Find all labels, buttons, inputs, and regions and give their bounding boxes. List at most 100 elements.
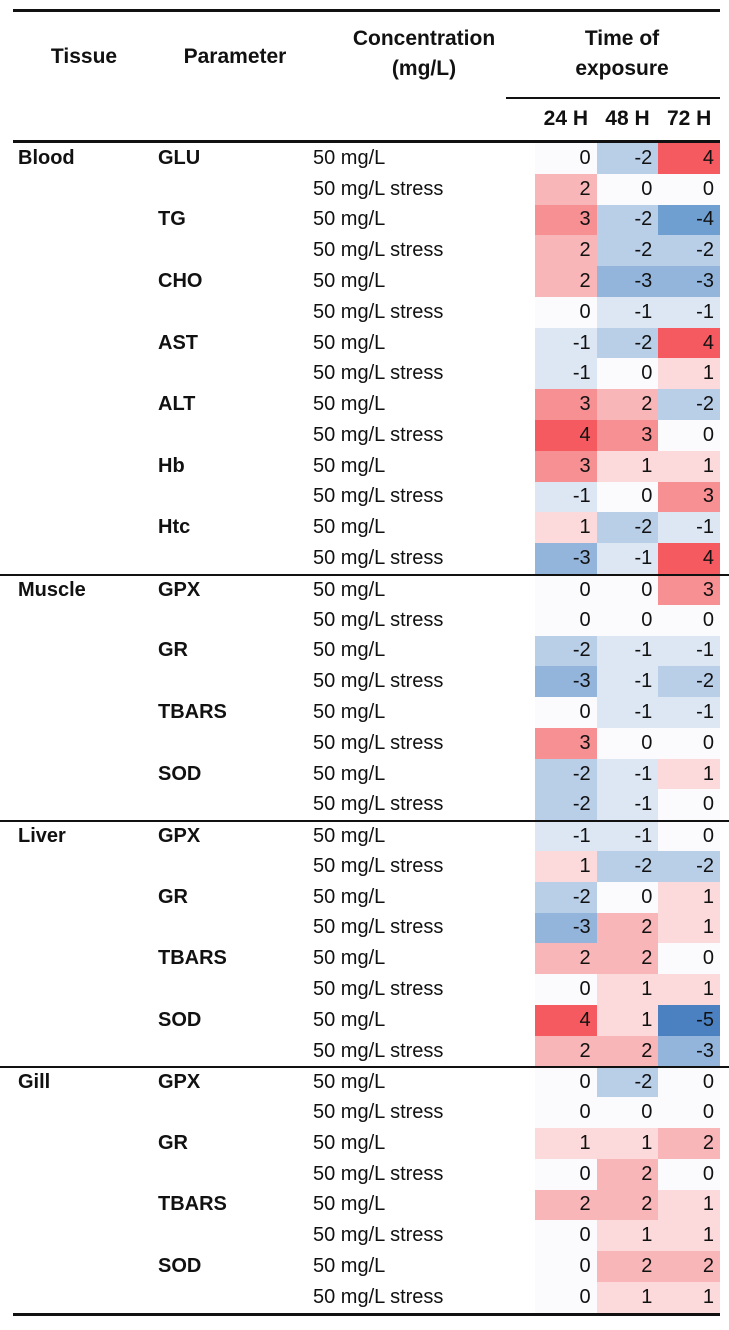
heatmap-cell: -2 — [596, 850, 659, 882]
table-row: 50 mg/L stress 0 0 0 — [0, 604, 729, 636]
heatmap-cell: -2 — [658, 850, 720, 882]
parameter-label: TBARS — [158, 700, 227, 723]
row-spacer — [720, 974, 729, 1005]
tissue-label — [0, 605, 158, 636]
row-spacer — [720, 297, 729, 328]
heatmap-cell: 4 — [658, 327, 720, 359]
heatmap-cell: -3 — [658, 266, 720, 297]
tissue-label — [0, 759, 158, 790]
heatmap-cell: 0 — [535, 143, 597, 174]
heatmap-cell: -2 — [596, 204, 659, 236]
heatmap-cell: 0 — [596, 358, 659, 390]
concentration-label: 50 mg/L stress — [313, 177, 444, 200]
tissue-label — [0, 328, 158, 359]
table-row: SOD 50 mg/L 4 1 -5 — [0, 1004, 729, 1036]
tissue-label — [0, 1097, 158, 1128]
row-spacer — [720, 1068, 729, 1097]
parameter-label: GR — [158, 639, 188, 662]
concentration-label: 50 mg/L stress — [313, 423, 444, 446]
row-spacer — [720, 1005, 729, 1036]
heatmap-cell: 3 — [658, 575, 720, 605]
parameter-label — [158, 974, 313, 1005]
concentration-label: 50 mg/L stress — [313, 1101, 444, 1124]
time-column-headers: 24 H 48 H 72 H — [535, 108, 720, 130]
tissue-label — [0, 1005, 158, 1036]
table-row: Hb 50 mg/L 3 1 1 — [0, 450, 729, 482]
concentration-label: 50 mg/L — [313, 947, 386, 970]
heatmap-cell: 1 — [596, 450, 659, 482]
heatmap-cell: -1 — [535, 481, 597, 513]
row-spacer — [720, 605, 729, 636]
row-spacer — [720, 943, 729, 974]
heatmap-cell: 2 — [658, 1128, 720, 1159]
rule-header-bottom — [13, 140, 720, 143]
tissue-label — [0, 543, 158, 574]
parameter-label — [158, 1220, 313, 1251]
row-spacer — [720, 728, 729, 759]
heatmap-cell: 2 — [596, 1158, 659, 1190]
parameter-label: GLU — [158, 146, 201, 169]
heatmap-cell: 0 — [535, 1158, 597, 1190]
tissue-label — [0, 943, 158, 974]
concentration-label: 50 mg/L — [313, 825, 386, 848]
heatmap-cell: 1 — [535, 512, 597, 544]
heatmap-cell: 0 — [535, 1220, 597, 1252]
parameter-label: SOD — [158, 1008, 202, 1031]
row-spacer — [720, 512, 729, 543]
heatmap-cell: 0 — [535, 697, 597, 728]
concentration-label: 50 mg/L stress — [313, 1285, 444, 1308]
parameter-label: GPX — [158, 825, 201, 848]
table-row: 50 mg/L stress 4 3 0 — [0, 420, 729, 451]
row-spacer — [720, 1128, 729, 1159]
parameter-label — [158, 913, 313, 944]
table-row: 50 mg/L stress -1 0 3 — [0, 481, 729, 513]
table-row: 50 mg/L stress -3 2 1 — [0, 912, 729, 944]
parameter-label — [158, 543, 313, 574]
heatmap-cell: 1 — [658, 358, 720, 390]
row-spacer — [720, 1190, 729, 1221]
heatmap-cell: 0 — [658, 173, 720, 205]
heatmap-cell: -2 — [596, 143, 659, 174]
concentration-label: 50 mg/L stress — [313, 916, 444, 939]
heatmap-cell: 1 — [658, 912, 720, 944]
tissue-label — [0, 451, 158, 482]
row-spacer — [720, 666, 729, 697]
row-spacer — [720, 420, 729, 451]
tissue-label — [0, 512, 158, 543]
tissue-label: Gill — [18, 1071, 51, 1094]
table-row: TG 50 mg/L 3 -2 -4 — [0, 204, 729, 236]
concentration-label: 50 mg/L stress — [313, 1039, 444, 1062]
table-row: 50 mg/L stress 0 1 1 — [0, 1220, 729, 1252]
heatmap-cell: 4 — [658, 143, 720, 174]
rule-top — [13, 9, 720, 12]
tissue-label — [0, 235, 158, 266]
parameter-label: CHO — [158, 270, 203, 293]
heatmap-cell: -2 — [535, 758, 597, 790]
heatmap-cell: 0 — [596, 1097, 659, 1128]
heatmap-cell: 3 — [535, 389, 597, 421]
heatmap-cell: 0 — [596, 173, 659, 205]
heatmap-cell: -2 — [596, 512, 659, 544]
heatmap-cell: 4 — [535, 1004, 597, 1036]
table-row: 50 mg/L stress -1 0 1 — [0, 358, 729, 390]
heatmap-cell: 1 — [596, 1220, 659, 1252]
parameter-label — [158, 297, 313, 328]
row-spacer — [720, 697, 729, 728]
header-concentration-line1: Concentration — [352, 27, 496, 50]
concentration-label: 50 mg/L stress — [313, 485, 444, 508]
heatmap-cell: 2 — [535, 1189, 597, 1221]
table-row: TBARS 50 mg/L 2 2 0 — [0, 943, 729, 975]
heatmap-cell: -1 — [596, 635, 659, 667]
heatmap-cell: 1 — [596, 974, 659, 1005]
heatmap-cell: 0 — [535, 974, 597, 1005]
heatmap-cell: 0 — [596, 727, 659, 759]
tissue-label — [0, 1282, 158, 1313]
concentration-label: 50 mg/L — [313, 270, 386, 293]
heatmap-cell: 0 — [658, 943, 720, 975]
parameter-label: Htc — [158, 516, 191, 539]
header-concentration-line2: (mg/L) — [391, 57, 457, 80]
row-spacer — [720, 789, 729, 820]
concentration-label: 50 mg/L stress — [313, 547, 444, 570]
header-time-line1: Time of — [584, 27, 660, 50]
